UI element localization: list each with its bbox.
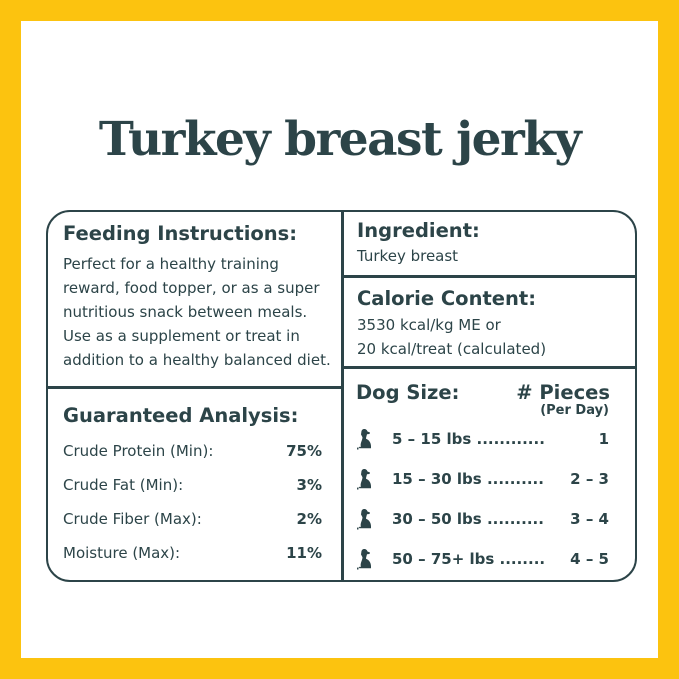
calorie-heading: Calorie Content: [357,287,537,310]
feeding-line: Use as a supplement or treat in [63,327,300,345]
divider-left [46,386,342,389]
calorie-line: 20 kcal/treat (calculated) [357,340,547,358]
panel-background [21,21,658,658]
feeding-line: Perfect for a healthy training [63,255,279,273]
dog-size-range: 50 – 75+ lbs ........ [392,550,546,568]
sitting-dog-icon [354,508,374,530]
divider-vertical [341,210,344,582]
analysis-heading: Guaranteed Analysis: [63,404,299,427]
pieces-per-day: 1 [598,430,609,448]
pieces-per-day: 4 – 5 [570,550,609,568]
pieces-heading: # Pieces [516,381,610,404]
feeding-line: nutritious snack between meals. [63,303,308,321]
sitting-dog-icon [354,428,374,450]
feeding-line: addition to a healthy balanced diet. [63,351,331,369]
analysis-label: Crude Fiber (Max): [63,510,202,528]
pieces-per-day: 3 – 4 [570,510,609,528]
dog-size-range: 15 – 30 lbs .......... [392,470,544,488]
divider-right-2 [341,366,637,369]
analysis-value: 2% [296,510,322,528]
pieces-per-day: 2 – 3 [570,470,609,488]
analysis-value: 75% [286,442,322,460]
feeding-text: Perfect for a healthy training reward, f… [63,252,331,372]
ingredient-heading: Ingredient: [357,219,480,242]
pieces-subheading: (Per Day) [540,403,609,418]
product-title: Turkey breast jerky [98,112,582,167]
calorie-line: 3530 kcal/kg ME or [357,316,501,334]
ingredient-text: Turkey breast [357,247,459,265]
sitting-dog-icon [354,468,374,490]
calorie-text: 3530 kcal/kg ME or 20 kcal/treat (calcul… [357,313,546,361]
dog-size-range: 30 – 50 lbs .......... [392,510,544,528]
analysis-value: 3% [296,476,322,494]
feeding-heading: Feeding Instructions: [63,222,298,245]
analysis-label: Moisture (Max): [63,544,181,562]
sitting-dog-icon [354,548,374,570]
dog-size-range: 5 – 15 lbs ............ [392,430,545,448]
feeding-line: reward, food topper, or as a super [63,279,320,297]
analysis-label: Crude Protein (Min): [63,442,214,460]
dog-size-heading: Dog Size: [356,381,460,404]
divider-right-1 [341,275,637,278]
analysis-value: 11% [286,544,322,562]
analysis-label: Crude Fat (Min): [63,476,184,494]
